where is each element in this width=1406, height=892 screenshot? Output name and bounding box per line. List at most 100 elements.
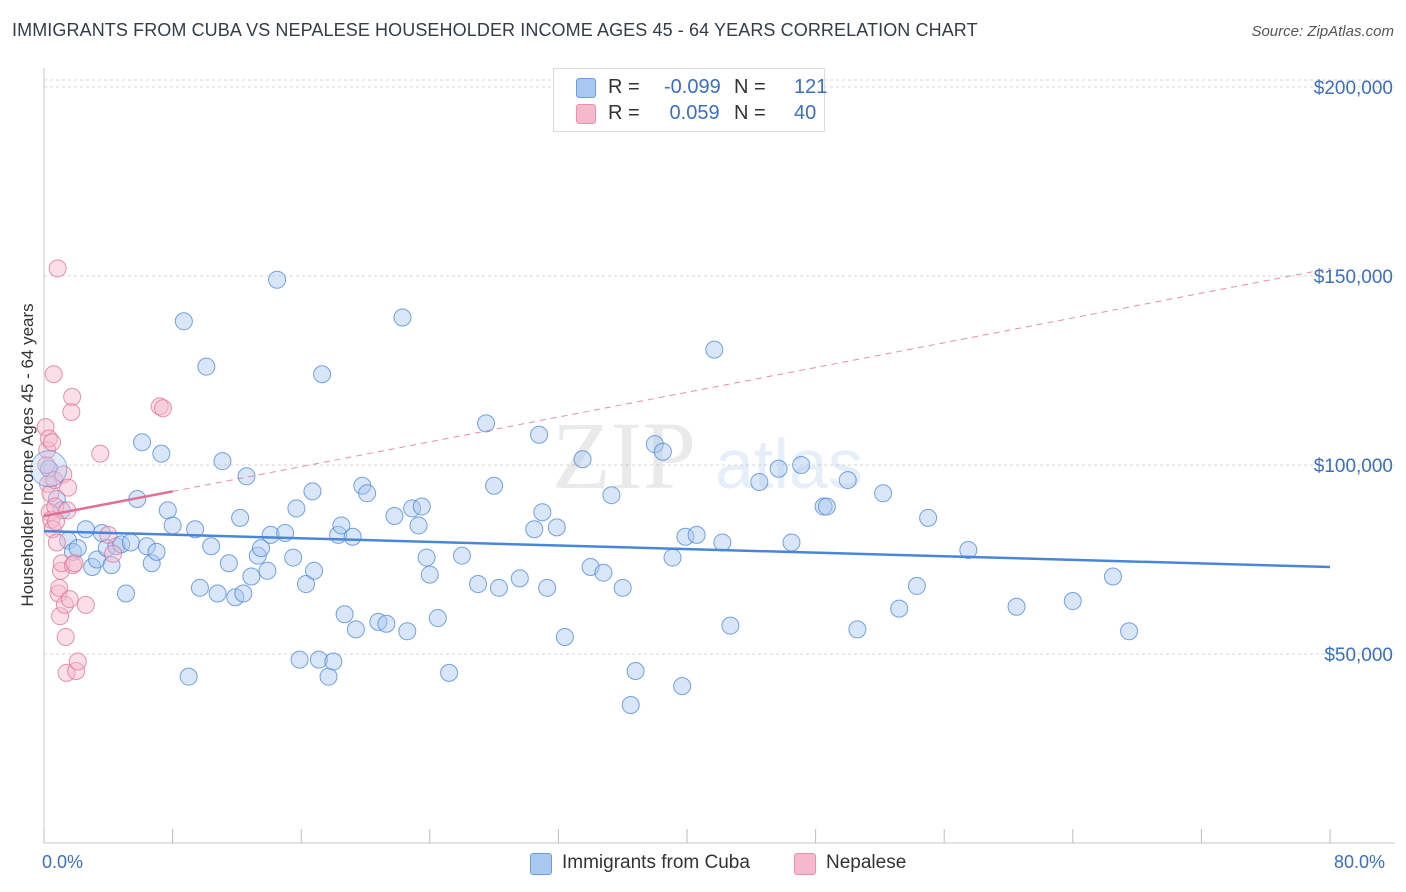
- point-cuba: [626, 661, 645, 680]
- point-nepalese: [48, 259, 67, 278]
- legend-r-label: R =: [608, 102, 640, 124]
- legend-swatch-nepalese: [576, 104, 596, 124]
- point-cuba: [335, 605, 354, 624]
- point-cuba: [116, 584, 135, 603]
- point-nepalese: [47, 533, 66, 552]
- point-cuba: [258, 561, 277, 580]
- y-tick-label: $100,000: [1314, 456, 1393, 477]
- point-nepalese: [44, 365, 63, 384]
- trend-line-cuba: [43, 529, 1331, 569]
- legend-r-value: 0.059: [664, 102, 720, 124]
- y-tick-label: $150,000: [1314, 267, 1393, 288]
- point-nepalese: [55, 595, 74, 614]
- bottom-legend-label: Nepalese: [826, 852, 907, 873]
- point-cuba: [485, 476, 504, 495]
- point-cuba: [452, 546, 471, 565]
- point-cuba: [268, 270, 287, 289]
- point-cuba: [174, 312, 193, 331]
- point-cuba: [533, 503, 552, 522]
- point-cuba: [721, 616, 740, 635]
- point-cuba: [261, 525, 280, 544]
- point-cuba: [68, 539, 87, 558]
- axes: [43, 68, 1395, 844]
- point-cuba: [1063, 592, 1082, 611]
- point-cuba: [1007, 597, 1026, 616]
- point-cuba: [234, 584, 253, 603]
- point-cuba: [538, 578, 557, 597]
- point-cuba: [890, 599, 909, 618]
- point-nepalese: [76, 595, 95, 614]
- point-cuba: [713, 533, 732, 552]
- point-cuba: [907, 576, 926, 595]
- point-cuba: [137, 537, 156, 556]
- watermark-atlas: atlas: [715, 425, 863, 503]
- point-cuba: [420, 565, 439, 584]
- points-layer: [30, 259, 1139, 715]
- point-cuba: [133, 433, 152, 452]
- legend-n-label: N =: [734, 76, 766, 98]
- point-cuba: [252, 539, 271, 558]
- point-cuba: [385, 506, 404, 525]
- correlation-legend: R = -0.099 N = 121 R = 0.059 N = 40: [553, 68, 828, 132]
- trend-line-nepalese: [43, 490, 173, 518]
- point-cuba: [705, 340, 724, 359]
- point-cuba: [848, 620, 867, 639]
- point-cuba: [237, 467, 256, 486]
- point-cuba: [489, 578, 508, 597]
- point-cuba: [332, 516, 351, 535]
- watermark: ZIP atlas: [552, 402, 863, 509]
- point-nepalese: [99, 525, 118, 544]
- point-nepalese: [68, 652, 87, 671]
- y-axis-title: Householder Income Ages 45 - 64 years: [18, 303, 37, 607]
- point-cuba: [412, 497, 431, 516]
- point-cuba: [919, 508, 938, 527]
- point-nepalese: [67, 661, 86, 680]
- point-cuba: [305, 561, 324, 580]
- point-cuba: [102, 556, 121, 575]
- point-nepalese: [51, 607, 70, 626]
- point-cuba: [510, 569, 529, 588]
- bottom-legend-swatch-nepalese: [794, 853, 816, 875]
- point-cuba: [1120, 622, 1139, 641]
- legend-r-value: -0.099: [664, 76, 721, 98]
- point-nepalese: [60, 590, 79, 609]
- point-cuba: [594, 563, 613, 582]
- point-cuba: [573, 450, 592, 469]
- point-cuba: [147, 542, 166, 561]
- point-cuba: [202, 537, 221, 556]
- point-cuba: [346, 620, 365, 639]
- point-cuba: [219, 554, 238, 573]
- point-cuba: [231, 508, 250, 527]
- point-cuba: [208, 584, 227, 603]
- point-cuba: [313, 365, 332, 384]
- y-tick-label: $50,000: [1324, 645, 1393, 666]
- point-cuba: [343, 527, 362, 546]
- y-tick-labels: $50,000 $100,000 $150,000 $200,000: [1314, 78, 1393, 666]
- point-cuba: [309, 650, 328, 669]
- point-cuba: [242, 567, 261, 586]
- point-cuba: [186, 520, 205, 539]
- bottom-legend-label: Immigrants from Cuba: [562, 852, 750, 873]
- point-cuba: [324, 652, 343, 671]
- point-cuba: [555, 627, 574, 646]
- point-cuba: [179, 667, 198, 686]
- chart-title: IMMIGRANTS FROM CUBA VS NEPALESE HOUSEHO…: [12, 20, 978, 40]
- point-cuba: [377, 614, 396, 633]
- point-cuba: [197, 357, 216, 376]
- point-nepalese: [63, 387, 82, 406]
- point-cuba-large: [30, 450, 68, 488]
- legend-swatch-cuba: [576, 78, 596, 98]
- point-nepalese: [62, 403, 81, 422]
- watermark-zip: ZIP: [552, 402, 696, 509]
- point-cuba: [750, 472, 769, 491]
- point-cuba: [284, 548, 303, 567]
- point-cuba: [393, 308, 412, 327]
- point-cuba: [428, 609, 447, 628]
- point-cuba: [621, 696, 640, 715]
- chart-source: Source: ZipAtlas.com: [1251, 23, 1394, 40]
- legend-n-value: 121: [794, 76, 828, 98]
- point-cuba: [676, 527, 695, 546]
- point-cuba: [469, 575, 488, 594]
- point-nepalese: [91, 444, 110, 463]
- point-nepalese: [153, 399, 172, 418]
